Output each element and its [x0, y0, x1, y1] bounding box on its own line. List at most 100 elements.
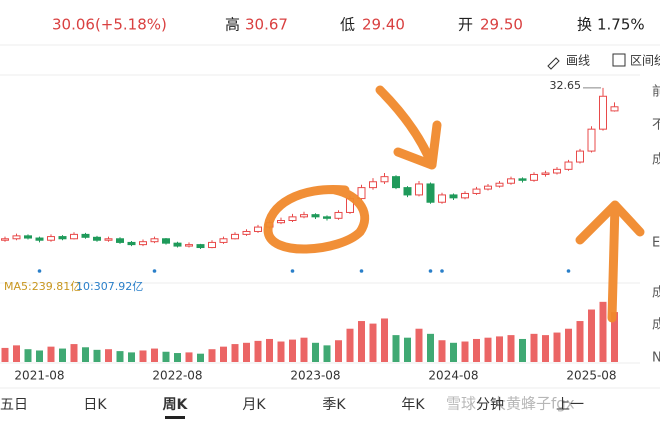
candle-body: [150, 238, 159, 243]
x-axis-label: 2025-08: [566, 369, 616, 383]
candle-body: [254, 226, 262, 232]
volume-bar: [335, 340, 342, 362]
candle-body: [139, 241, 147, 246]
tool-draw[interactable]: 画线: [566, 54, 590, 68]
volume-bar: [128, 352, 135, 362]
high-value: 30.67: [245, 16, 288, 34]
volume-bar: [404, 337, 411, 362]
volume-bar: [139, 350, 147, 362]
candle-body: [162, 238, 170, 244]
volume-bar: [197, 353, 204, 362]
range-icon: [612, 53, 626, 67]
volume-bar: [162, 351, 170, 362]
side-label: E: [652, 236, 660, 251]
volume-bar: [507, 335, 515, 362]
volume-bar: [1, 347, 9, 362]
candle-body: [104, 238, 113, 241]
candle-body: [288, 216, 297, 222]
period-tab[interactable]: 五日: [0, 397, 28, 413]
side-label: 成: [652, 153, 660, 168]
volume-bar: [346, 328, 354, 362]
candle-body: [242, 230, 251, 235]
candle-body: [380, 176, 389, 183]
volume-bar: [243, 342, 250, 362]
candle-body: [116, 238, 124, 243]
turnover-value: 1.75%: [597, 16, 645, 34]
candle-body: [47, 236, 55, 241]
candle-body: [541, 172, 550, 175]
period-tab[interactable]: 季K: [322, 397, 346, 413]
volume-bar: [553, 332, 561, 362]
candle-body: [185, 244, 193, 247]
volume-bar: [24, 349, 32, 362]
volume-bar: [427, 333, 434, 362]
volume-bar: [473, 338, 480, 362]
volume-bar: [277, 341, 285, 362]
candle-body: [587, 128, 596, 152]
volume-bar: [530, 333, 538, 362]
side-label: 成: [652, 318, 660, 333]
arrow-annotation: [575, 200, 645, 323]
candle-body: [369, 181, 377, 189]
candle-body: [507, 178, 515, 184]
volume-bar: [208, 349, 216, 362]
volume-bar: [358, 321, 365, 362]
volume-bar: [59, 348, 66, 362]
volume-bar: [220, 346, 227, 362]
volume-bar: [151, 348, 158, 362]
volume-bar: [266, 338, 273, 362]
volume-bar: [438, 340, 446, 362]
candle-body: [1, 238, 9, 241]
candle-body: [449, 194, 458, 199]
candle-body: [173, 242, 182, 247]
volume-bar: [450, 342, 457, 362]
candle-body: [231, 233, 239, 240]
period-tab[interactable]: 上一: [556, 397, 584, 413]
period-tab[interactable]: 日K: [83, 397, 107, 413]
candle-body: [472, 188, 481, 194]
candle-body: [392, 176, 400, 189]
event-dot: [290, 269, 295, 273]
candle-body: [530, 173, 538, 181]
candle-body: [24, 235, 32, 239]
candle-body: [495, 182, 504, 187]
candle-body: [93, 236, 101, 241]
candle-body: [484, 185, 492, 190]
volume-bar: [36, 350, 43, 362]
pen-icon: [547, 57, 560, 70]
volume-bar: [231, 344, 239, 362]
candle-body: [564, 161, 573, 170]
period-tab[interactable]: 周K: [163, 397, 189, 413]
event-dot: [359, 269, 364, 273]
volume-bar: [565, 328, 572, 362]
open-value: 29.50: [480, 16, 523, 34]
ma10-label: 10:307.92亿: [76, 280, 143, 293]
volume-bar: [185, 352, 193, 362]
period-tab[interactable]: 月K: [242, 397, 266, 413]
candle-body: [553, 168, 561, 174]
volume-bar: [13, 345, 20, 362]
volume-bar: [611, 312, 618, 362]
candle-body: [219, 238, 228, 243]
tool-range[interactable]: 区间统: [630, 54, 660, 68]
volume-bar: [461, 341, 469, 362]
candle-body: [610, 106, 619, 112]
candle-body: [208, 241, 216, 249]
volume-bar: [415, 328, 423, 362]
volume-bar: [323, 345, 331, 362]
volume-bar: [369, 323, 377, 362]
candle-body: [576, 150, 584, 163]
ma5-label: MA5:239.81亿: [4, 280, 81, 293]
candle-body: [426, 183, 435, 203]
volume-bar: [93, 349, 101, 362]
volume-bar: [82, 347, 89, 362]
volume-bar: [174, 353, 181, 362]
candle-body: [81, 233, 90, 238]
period-tab[interactable]: 年K: [401, 397, 425, 413]
period-tab[interactable]: 分钟: [476, 396, 504, 413]
circle-annotation: [263, 184, 370, 254]
price-change: 30.06(+5.18%): [52, 16, 167, 34]
volume-bar: [254, 340, 262, 362]
